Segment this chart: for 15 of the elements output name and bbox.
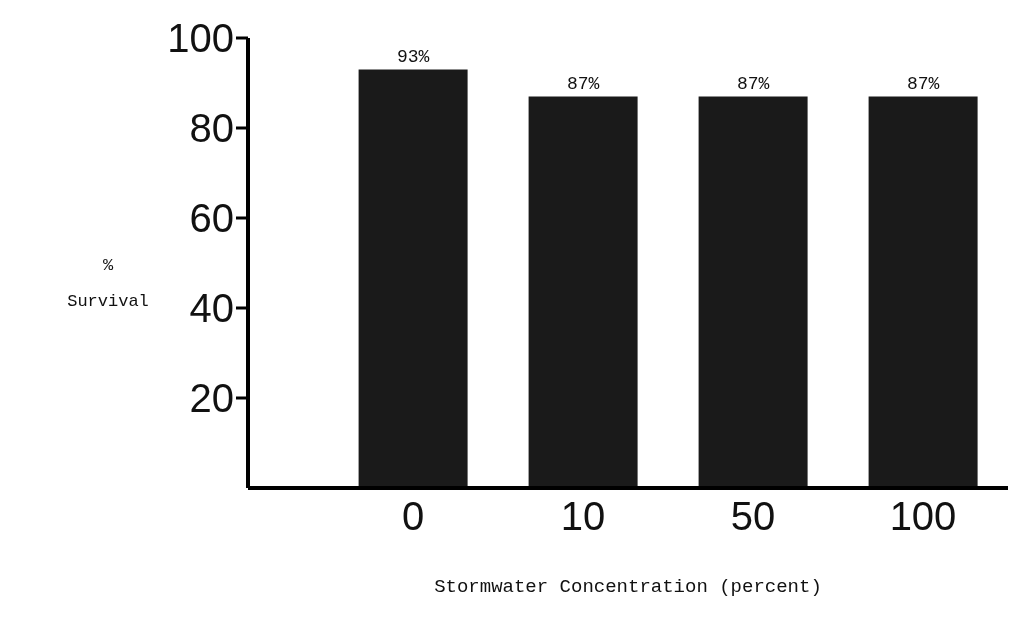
data-label: 87%	[736, 73, 770, 94]
x-tick-label: 100	[889, 494, 957, 539]
x-tick-label: 50	[730, 494, 776, 539]
y-tick-label: 60	[189, 196, 234, 241]
y-tick-label: 40	[189, 286, 234, 331]
data-label: 93%	[396, 46, 430, 67]
y-axis-title: % Survival	[66, 255, 150, 313]
data-label: 87%	[566, 73, 600, 94]
x-tick-label: 0	[401, 494, 425, 539]
x-tick-label: 10	[560, 494, 606, 539]
y-tick-label: 80	[189, 106, 234, 151]
y-tick-label: 100	[167, 16, 234, 61]
x-axis-title: Stormwater Concentration (percent)	[434, 576, 822, 598]
data-label: 87%	[906, 73, 940, 94]
y-tick-label: 20	[189, 376, 234, 421]
